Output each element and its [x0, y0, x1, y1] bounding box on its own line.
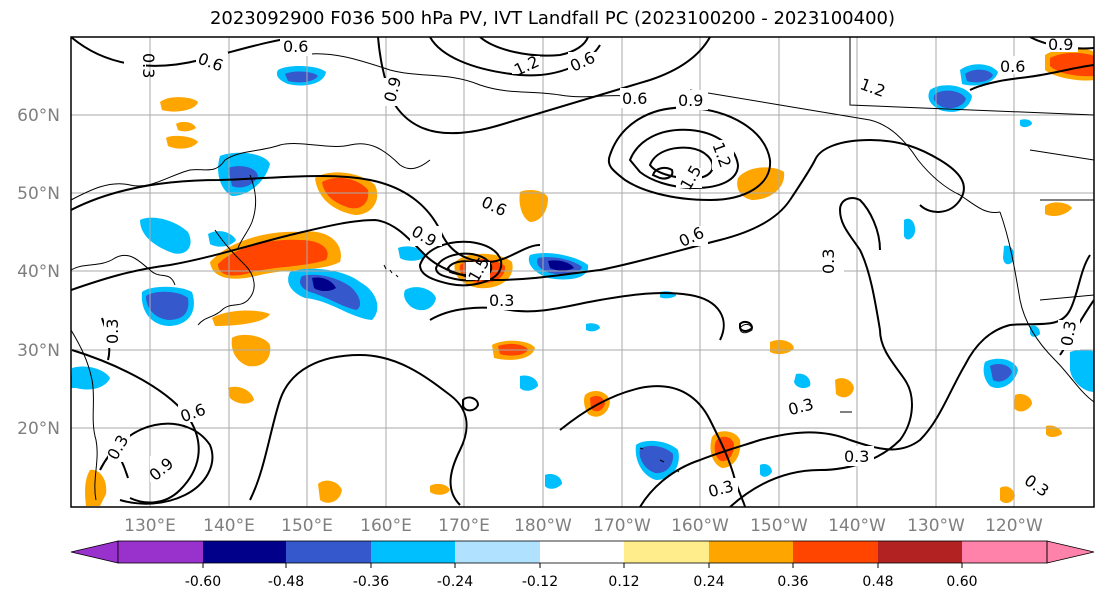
- longitude-labels: 130°E 140°E 150°E 160°E 170°E 180°W 170°…: [124, 516, 1043, 536]
- contour-label: 0.6: [622, 89, 647, 108]
- colorbar-extend-min: [70, 540, 119, 564]
- colorbar-outline: [117, 540, 1048, 564]
- lon-label: 160°E: [360, 516, 412, 536]
- colorbar-bin: [455, 541, 540, 563]
- colorbar-tick-label: 0.24: [693, 574, 724, 590]
- contour-label: 0.3: [103, 319, 122, 344]
- contour-label: 0.3: [139, 53, 158, 78]
- colorbar-bin: [709, 541, 793, 563]
- colorbar-tick-labels: -0.60 -0.48 -0.36 -0.24 -0.12 0.12 0.24 …: [185, 574, 978, 590]
- lat-label-50: 50°N: [17, 184, 60, 204]
- colorbar-bin: [793, 541, 878, 563]
- colorbar-tick-label: -0.48: [268, 574, 304, 590]
- colorbar-bin: [962, 541, 1047, 563]
- colorbar-tick-label: 0.12: [608, 574, 639, 590]
- lat-label-30: 30°N: [17, 341, 60, 361]
- colorbar-bin: [203, 541, 286, 563]
- lon-label: 130°E: [124, 516, 176, 536]
- colorbar-tick-label: -0.24: [437, 574, 473, 590]
- map-title: 2023092900 F036 500 hPa PV, IVT Landfall…: [209, 8, 896, 29]
- contour-label: 0.3: [1057, 319, 1080, 347]
- contour-label: 0.3: [489, 291, 514, 310]
- latitude-labels: 60°N 50°N 40°N 30°N 20°N: [17, 106, 60, 439]
- contour-label: 0.6: [1000, 57, 1025, 76]
- colorbar-tick-label: -0.36: [353, 574, 389, 590]
- map-frame: [70, 36, 1095, 508]
- contour-label: 0.3: [844, 447, 869, 466]
- colorbar-tick-label: 0.36: [777, 574, 808, 590]
- pv-contours: [71, 37, 1094, 507]
- colorbar-bin: [878, 541, 962, 563]
- colorbar-bin: [118, 541, 203, 563]
- lon-label: 150°W: [750, 516, 808, 536]
- contour-label: 0.9: [1048, 35, 1073, 54]
- lat-label-40: 40°N: [17, 262, 60, 282]
- lat-label-20: 20°N: [17, 419, 60, 439]
- lon-label: 180°W: [514, 516, 572, 536]
- map-panel: 0.6 0.6 0.3 0.6 0.9 1.2 0.9 0.6 0.6 0.9 …: [71, 35, 1094, 507]
- lon-label: 140°E: [203, 516, 255, 536]
- lon-label: 140°W: [828, 516, 886, 536]
- colorbar-bin: [624, 541, 709, 563]
- lon-label: 120°W: [985, 516, 1043, 536]
- colorbar-bin: [286, 541, 371, 563]
- lon-label: 170°W: [593, 516, 651, 536]
- lat-label-60: 60°N: [17, 106, 60, 126]
- coastlines: [71, 37, 1094, 501]
- lon-label: 150°E: [281, 516, 333, 536]
- colorbar-tick-label: 0.60: [946, 574, 977, 590]
- colorbar-bin: [371, 541, 455, 563]
- graticule: [71, 37, 1094, 507]
- lon-label: 170°E: [438, 516, 490, 536]
- colorbar-tick-label: -0.12: [522, 574, 558, 590]
- colorbar-extend-max: [1046, 540, 1095, 564]
- colorbar-tick-label: -0.60: [185, 574, 221, 590]
- contour-label: 0.9: [678, 91, 703, 110]
- contour-labels: 0.6 0.6 0.3 0.6 0.9 1.2 0.9 0.6 0.6 0.9 …: [103, 35, 1080, 501]
- contour-label: 0.6: [283, 37, 308, 56]
- colorbar-tick-label: 0.48: [862, 574, 893, 590]
- colorbar: [70, 540, 1095, 568]
- lon-label: 130°W: [907, 516, 965, 536]
- contour-label: 0.3: [819, 249, 838, 274]
- colorbar-bin: [540, 541, 624, 563]
- lon-label: 160°W: [671, 516, 729, 536]
